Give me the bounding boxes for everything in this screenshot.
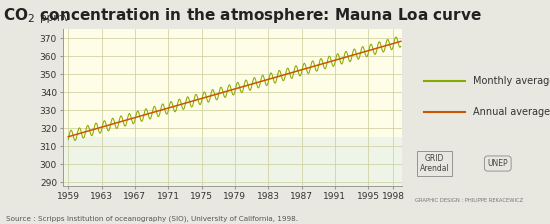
- Text: Annual average: Annual average: [473, 107, 550, 117]
- Text: GRAPHIC DESIGN : PHILIPPE REKACEWICZ: GRAPHIC DESIGN : PHILIPPE REKACEWICZ: [415, 198, 524, 202]
- Text: ppmv: ppmv: [40, 13, 69, 23]
- Text: Monthly average: Monthly average: [473, 76, 550, 86]
- Text: CO$_2$ concentration in the atmosphere: Mauna Loa curve: CO$_2$ concentration in the atmosphere: …: [3, 6, 481, 25]
- Bar: [63, 29, 402, 137]
- Text: Source : Scripps Institution of oceanography (SIO), University of California, 19: Source : Scripps Institution of oceanogr…: [6, 215, 298, 222]
- Text: UNEP: UNEP: [487, 159, 508, 168]
- Text: GRID
Arendal: GRID Arendal: [420, 154, 449, 173]
